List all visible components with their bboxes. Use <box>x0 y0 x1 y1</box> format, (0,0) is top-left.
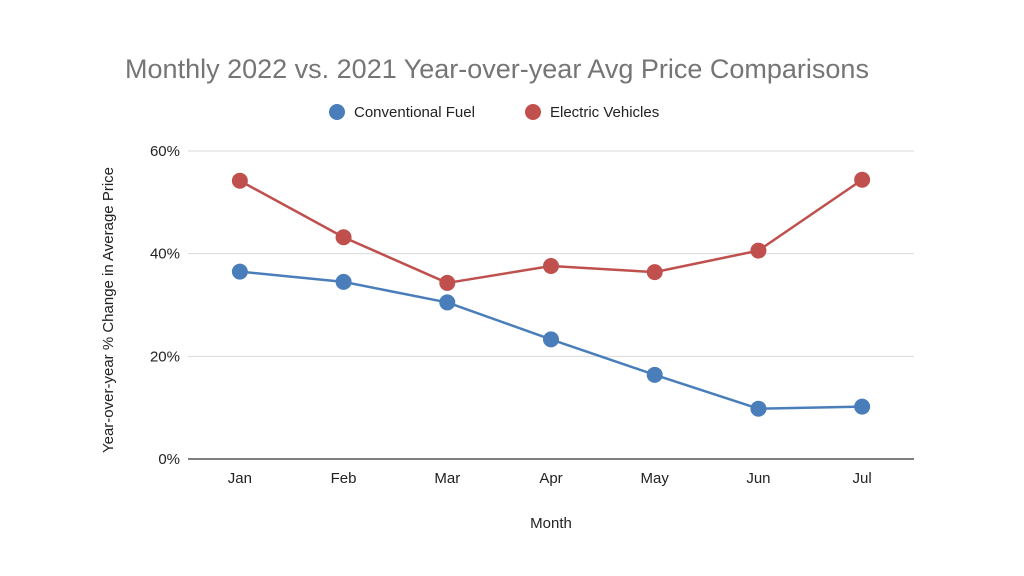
data-point-electric-vehicles <box>854 171 871 188</box>
data-point-electric-vehicles <box>543 257 559 274</box>
y-axis-ticks: 0% 20% 40% 60% <box>150 143 180 468</box>
data-point-conventional-fuel <box>439 294 456 311</box>
y-tick-label: 0% <box>158 451 180 468</box>
data-point-conventional-fuel <box>231 263 248 280</box>
data-point-conventional-fuel <box>750 400 767 417</box>
chart-title: Monthly 2022 vs. 2021 Year-over-year Avg… <box>125 54 869 84</box>
y-tick-label: 60% <box>150 143 180 160</box>
data-point-electric-vehicles <box>335 229 352 246</box>
legend-label-conventional-fuel: Conventional Fuel <box>354 104 475 121</box>
data-point-electric-vehicles <box>750 242 767 259</box>
x-tick-label: Feb <box>331 470 357 487</box>
legend-label-electric-vehicles: Electric Vehicles <box>550 104 659 121</box>
legend-marker-conventional-fuel <box>329 104 345 120</box>
data-point-electric-vehicles <box>439 274 456 291</box>
data-point-conventional-fuel <box>854 398 871 415</box>
data-point-conventional-fuel <box>543 331 559 348</box>
series-electric-vehicles <box>231 171 871 291</box>
gridlines <box>188 150 914 460</box>
x-tick-label: Jul <box>853 470 872 487</box>
y-axis-title: Year-over-year % Change in Average Price <box>100 167 117 453</box>
legend-marker-electric-vehicles <box>525 104 541 120</box>
legend: Conventional Fuel Electric Vehicles <box>329 104 659 121</box>
x-tick-label: May <box>641 470 670 487</box>
legend-item-conventional-fuel: Conventional Fuel <box>329 104 475 121</box>
x-tick-label: Mar <box>434 470 460 487</box>
data-point-electric-vehicles <box>231 172 248 189</box>
legend-item-electric-vehicles: Electric Vehicles <box>525 104 659 121</box>
x-axis-ticks: Jan Feb Mar Apr May Jun Jul <box>228 470 872 487</box>
x-tick-label: Apr <box>539 470 562 487</box>
series-layer <box>231 171 871 417</box>
y-tick-label: 40% <box>150 246 180 263</box>
data-point-electric-vehicles <box>646 264 663 281</box>
x-axis-title: Month <box>530 515 572 532</box>
data-point-conventional-fuel <box>646 366 663 383</box>
series-conventional-fuel <box>231 263 871 417</box>
x-tick-label: Jan <box>228 470 252 487</box>
x-tick-label: Jun <box>746 470 770 487</box>
data-point-conventional-fuel <box>335 273 352 290</box>
y-tick-label: 20% <box>150 348 180 365</box>
